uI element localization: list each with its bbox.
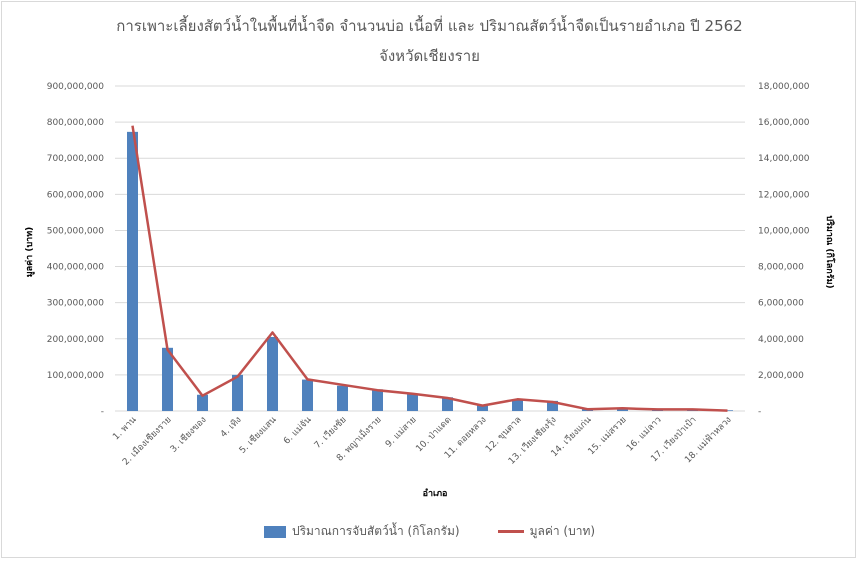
right-tick-label: 10,000,000 <box>758 226 810 236</box>
bar <box>722 410 733 411</box>
gridlines <box>115 85 745 412</box>
x-tick-label: 9. แม่สาย <box>384 415 419 450</box>
bar-series <box>127 131 733 411</box>
bar <box>547 400 558 411</box>
left-tick-label: - <box>101 407 104 417</box>
bar <box>197 394 208 411</box>
right-tick-label: - <box>758 407 761 417</box>
x-tick-label: 6. แม่จัน <box>282 415 314 447</box>
right-tick-label: 16,000,000 <box>758 118 810 128</box>
right-tick-label: 2,000,000 <box>758 371 804 381</box>
legend-item-line: มูลค่า (บาท) <box>497 522 596 541</box>
right-tick-label: 4,000,000 <box>758 335 804 345</box>
chart-title-line1: การเพาะเลี้ยงสัตว์น้ำในพื้นที่น้ำจืด จำน… <box>116 17 743 35</box>
bar <box>337 385 348 411</box>
right-tick-label: 6,000,000 <box>758 299 804 309</box>
left-tick-label: 400,000,000 <box>47 263 105 273</box>
bar <box>617 408 628 411</box>
left-tick-label: 100,000,000 <box>47 371 105 381</box>
line-series <box>131 125 728 412</box>
bar <box>302 379 313 411</box>
x-axis-title: อำเภอ <box>423 488 448 499</box>
bar <box>232 374 243 411</box>
x-tick-label: 5. เชียงแสน <box>237 414 279 456</box>
x-tick-label: 1. พาน <box>111 415 138 442</box>
x-tick-label: 4. เทิง <box>218 414 243 439</box>
bar <box>127 131 138 411</box>
value-line <box>131 125 728 412</box>
chart-title-line2: จังหวัดเชียงราย <box>379 47 480 65</box>
bar <box>407 394 418 411</box>
legend-label-bar: ปริมาณการจับสัตว์น้ำ (กิโลกรัม) <box>291 524 460 538</box>
bar <box>442 397 453 411</box>
left-tick-label: 600,000,000 <box>47 190 105 200</box>
right-axis-ticks: - 2,000,000 4,000,000 6,000,000 8,000,000 10,… <box>758 82 810 417</box>
left-tick-label: 300,000,000 <box>47 299 105 309</box>
right-tick-label: 18,000,000 <box>758 82 810 92</box>
bar <box>267 336 278 411</box>
x-tick-label: 3. เชียงของ <box>168 414 208 454</box>
right-axis-title: ปริมาณ (กิโลกรัม) <box>824 215 836 288</box>
bar <box>477 404 488 411</box>
left-axis-title: มูลค่า (บาท) <box>24 227 35 278</box>
left-tick-label: 900,000,000 <box>47 82 105 92</box>
left-axis-ticks: - 100,000,000 200,000,000 300,000,000 400,00… <box>47 82 105 417</box>
legend-swatch-line <box>497 530 524 533</box>
legend-swatch-bar <box>263 525 286 538</box>
right-tick-label: 14,000,000 <box>758 154 810 164</box>
left-tick-label: 800,000,000 <box>47 118 105 128</box>
legend-label-line: มูลค่า (บาท) <box>529 524 596 538</box>
legend: ปริมาณการจับสัตว์น้ำ (กิโลกรัม) มูลค่า (… <box>0 522 859 541</box>
bar <box>512 399 523 411</box>
left-tick-label: 200,000,000 <box>47 335 105 345</box>
right-tick-label: 8,000,000 <box>758 263 804 273</box>
bar <box>372 389 383 411</box>
x-tick-label: 7. เวียงชัย <box>312 414 349 451</box>
bar <box>162 347 173 411</box>
left-tick-label: 700,000,000 <box>47 154 105 164</box>
legend-item-bar: ปริมาณการจับสัตว์น้ำ (กิโลกรัม) <box>263 522 460 541</box>
right-tick-label: 12,000,000 <box>758 190 810 200</box>
left-tick-label: 500,000,000 <box>47 226 105 236</box>
